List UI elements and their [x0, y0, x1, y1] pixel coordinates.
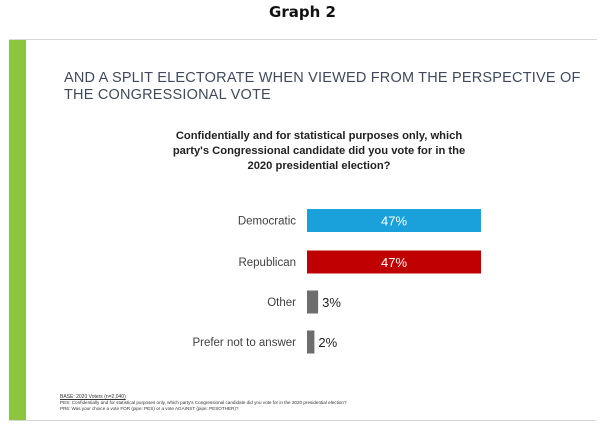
bar: [307, 209, 481, 232]
slide-title: AND A SPLIT ELECTORATE WHEN VIEWED FROM …: [64, 70, 581, 103]
category-label: Other: [267, 297, 296, 309]
category-label: Republican: [238, 257, 296, 269]
footnote-2: PR6: Was your choice a vote FOR (pipe: P…: [60, 406, 239, 411]
bar: [307, 290, 319, 314]
footnote-1: PES: Confidentially and for statistical …: [60, 400, 347, 405]
data-label: 47%: [381, 214, 407, 229]
bar: [307, 250, 481, 274]
category-label: Prefer not to answer: [192, 337, 296, 349]
base-note: BASE: 2020 Voters (n=2,040): [60, 394, 126, 400]
accent-bar: [9, 40, 26, 420]
bar-chart: Democratic 47% Republican 47% Other 3% Prefer …: [192, 209, 481, 354]
category-label: Democratic: [238, 216, 296, 228]
slide: AND A SPLIT ELECTORATE WHEN VIEWED FROM …: [9, 39, 597, 421]
bar: [307, 330, 315, 354]
chart-question: Confidentially and for statistical purpo…: [172, 130, 466, 172]
footnotes: BASE: 2020 Voters (n=2,040) PES: Confide…: [60, 394, 580, 412]
graph-label: Graph 2: [269, 3, 336, 21]
data-label: 2%: [318, 335, 337, 350]
data-label: 47%: [381, 255, 407, 270]
data-label: 3%: [322, 295, 341, 310]
